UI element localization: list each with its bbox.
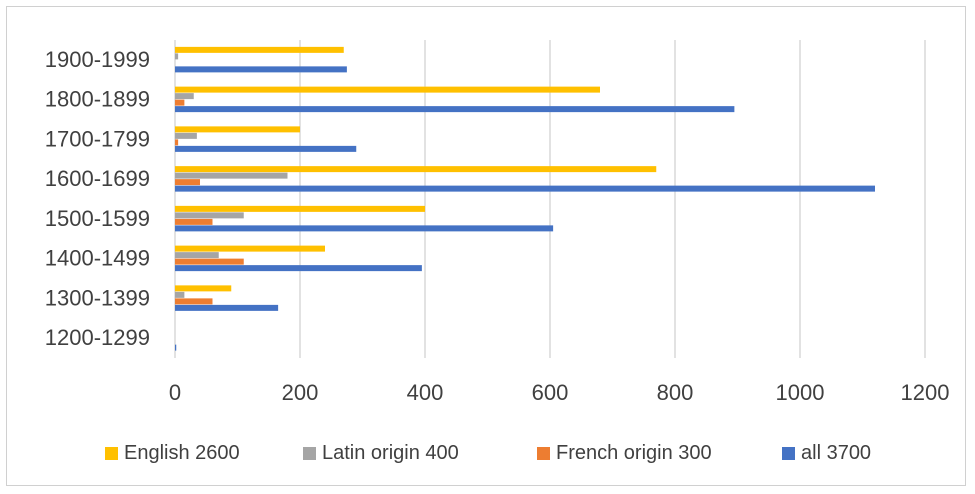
bar-1500-1599-series-2 [175, 218, 213, 225]
bar-1400-1499-series-1 [175, 252, 219, 259]
legend-swatch-1 [303, 447, 316, 460]
category-label-1200-1299: 1200-1299 [45, 325, 150, 350]
bar-1500-1599-series-3 [175, 225, 554, 232]
x-tick-label-200: 200 [282, 380, 319, 405]
legend-label-2: French origin 300 [556, 442, 712, 464]
legend-label-0: English 2600 [124, 442, 240, 464]
category-label-1400-1499: 1400-1499 [45, 246, 150, 271]
category-label-1600-1699: 1600-1699 [45, 166, 150, 191]
bar-1400-1499-series-2 [175, 258, 244, 265]
bar-1600-1699-series-0 [175, 166, 657, 173]
bar-1700-1799-series-0 [175, 126, 300, 133]
x-tick-label-1200: 1200 [901, 380, 950, 405]
bar-1300-1399-series-2 [175, 298, 213, 305]
x-tick-label-600: 600 [532, 380, 569, 405]
bar-1700-1799-series-1 [175, 132, 197, 139]
bar-1500-1599-series-1 [175, 212, 244, 219]
legend-label-1: Latin origin 400 [322, 442, 459, 464]
bar-1600-1699-series-2 [175, 179, 200, 186]
category-labels: 1200-1299 1300-1399 1400-1499 1500-1599 1600… [45, 47, 150, 350]
bars [175, 46, 875, 351]
x-tick-label-0: 0 [169, 380, 181, 405]
x-tick-label-800: 800 [657, 380, 694, 405]
category-label-1700-1799: 1700-1799 [45, 126, 150, 151]
bar-1800-1899-series-0 [175, 86, 600, 93]
bar-1800-1899-series-2 [175, 99, 185, 106]
legend-label-3: all 3700 [801, 442, 871, 464]
category-label-1900-1999: 1900-1999 [45, 47, 150, 72]
legend: English 2600 Latin origin 400 French origi… [105, 442, 871, 464]
bar-1400-1499-series-0 [175, 245, 325, 252]
bar-1700-1799-series-2 [175, 139, 179, 146]
bar-1600-1699-series-3 [175, 185, 875, 192]
bar-1300-1399-series-0 [175, 285, 232, 292]
category-label-1500-1599: 1500-1599 [45, 206, 150, 231]
bar-1900-1999-series-0 [175, 46, 344, 53]
bar-1500-1599-series-0 [175, 205, 425, 212]
bar-1800-1899-series-3 [175, 106, 735, 113]
x-tick-labels: 0 200 400 600 800 1000 1200 [169, 380, 950, 405]
bar-1400-1499-series-3 [175, 265, 422, 272]
x-tick-label-400: 400 [407, 380, 444, 405]
bar-1900-1999-series-3 [175, 66, 347, 73]
bar-1300-1399-series-1 [175, 291, 185, 298]
bar-1300-1399-series-3 [175, 304, 279, 311]
chart-frame [6, 6, 966, 486]
bar-1600-1699-series-1 [175, 172, 288, 179]
bar-1900-1999-series-1 [175, 53, 179, 60]
legend-swatch-2 [537, 447, 550, 460]
legend-swatch-3 [782, 447, 795, 460]
x-tick-label-1000: 1000 [776, 380, 825, 405]
category-label-1300-1399: 1300-1399 [45, 285, 150, 310]
category-label-1800-1899: 1800-1899 [45, 87, 150, 112]
legend-swatch-0 [105, 447, 118, 460]
bar-1700-1799-series-3 [175, 145, 357, 152]
bar-1800-1899-series-1 [175, 93, 194, 100]
bar-1200-1299-series-3 [175, 344, 177, 351]
